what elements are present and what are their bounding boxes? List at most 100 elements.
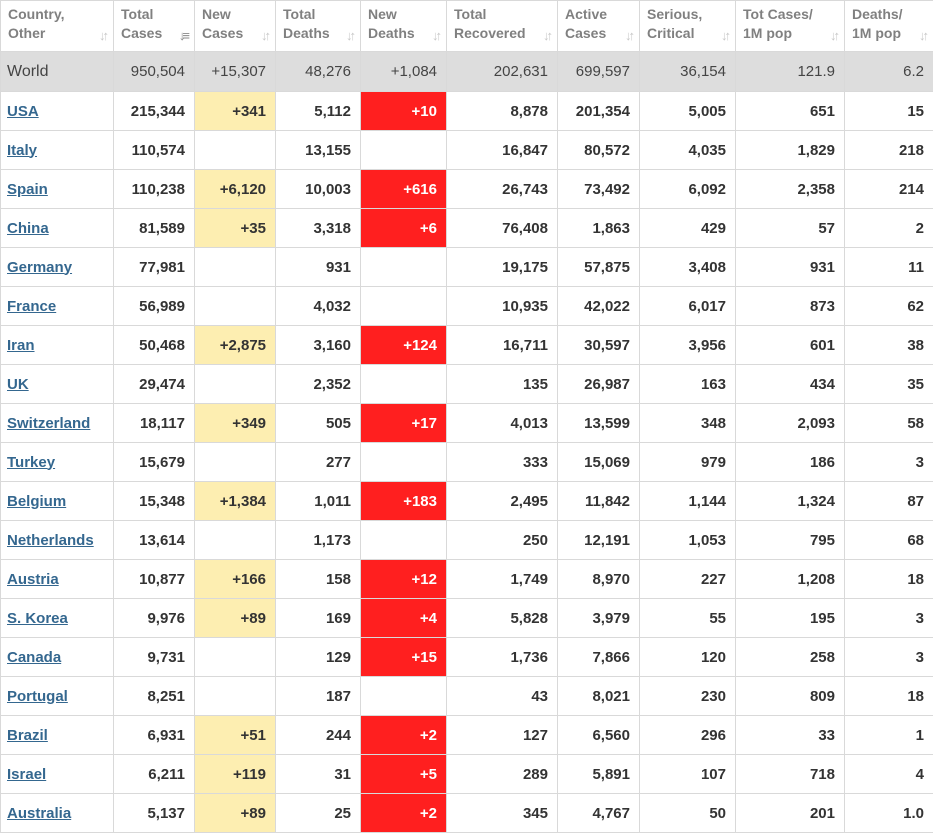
column-header-country[interactable]: Country,Other↓↑ <box>1 1 114 52</box>
cell-deaths-per-1m: 3 <box>845 599 933 638</box>
cell-new-deaths: +12 <box>361 560 447 599</box>
country-link[interactable]: Turkey <box>7 454 55 471</box>
cell-serious-critical: 3,956 <box>640 326 736 365</box>
country-link[interactable]: Netherlands <box>7 532 94 549</box>
cell-active-cases: 11,842 <box>558 482 640 521</box>
cell-new-cases: +89 <box>195 599 276 638</box>
sort-descending-icon[interactable]: ↓≡ <box>179 26 187 45</box>
cell-total-cases: 5,137 <box>114 794 195 833</box>
cell-total-deaths: 5,112 <box>276 92 361 131</box>
cell-total-cases: 13,614 <box>114 521 195 560</box>
cell-total-deaths: 13,155 <box>276 131 361 170</box>
country-link[interactable]: France <box>7 298 56 315</box>
sort-arrows-icon[interactable]: ↓↑ <box>625 26 632 45</box>
column-header-label: Cases <box>202 25 243 41</box>
cell-total-recovered: 289 <box>447 755 558 794</box>
cell-total-deaths: 2,352 <box>276 365 361 404</box>
cell-total-deaths: 4,032 <box>276 287 361 326</box>
sort-arrows-icon[interactable]: ↓↑ <box>346 26 353 45</box>
cell-new-cases <box>195 248 276 287</box>
country-link[interactable]: Iran <box>7 337 35 354</box>
country-link[interactable]: Germany <box>7 259 72 276</box>
cell-country: Netherlands <box>1 521 114 560</box>
country-link[interactable]: Israel <box>7 766 46 783</box>
country-link[interactable]: China <box>7 220 49 237</box>
cell-cases-per-1m: 795 <box>736 521 845 560</box>
country-link[interactable]: Italy <box>7 142 37 159</box>
country-link[interactable]: Portugal <box>7 688 68 705</box>
cell-total-deaths: 3,318 <box>276 209 361 248</box>
country-link[interactable]: S. Korea <box>7 610 68 627</box>
cell-new-cases <box>195 443 276 482</box>
cell-total-deaths: 169 <box>276 599 361 638</box>
cell-new-deaths: +1,084 <box>361 52 447 92</box>
cell-total-recovered: 16,711 <box>447 326 558 365</box>
cell-new-deaths: +17 <box>361 404 447 443</box>
cell-deaths-per-1m: 38 <box>845 326 933 365</box>
column-header-label: Serious, <box>647 6 702 22</box>
cell-country: Switzerland <box>1 404 114 443</box>
country-link[interactable]: Canada <box>7 649 61 666</box>
column-header-serious-critical[interactable]: Serious,Critical↓↑ <box>640 1 736 52</box>
sort-arrows-icon[interactable]: ↓↑ <box>919 26 926 45</box>
country-link[interactable]: Brazil <box>7 727 48 744</box>
column-header-label: New <box>202 6 231 22</box>
cell-total-recovered: 250 <box>447 521 558 560</box>
sort-arrows-icon[interactable]: ↓↑ <box>721 26 728 45</box>
cell-total-cases: 50,468 <box>114 326 195 365</box>
country-link[interactable]: Austria <box>7 571 59 588</box>
cell-active-cases: 8,970 <box>558 560 640 599</box>
cell-cases-per-1m: 1,324 <box>736 482 845 521</box>
sort-arrows-icon[interactable]: ↓↑ <box>432 26 439 45</box>
cell-new-deaths: +183 <box>361 482 447 521</box>
cell-new-deaths <box>361 365 447 404</box>
country-link[interactable]: Australia <box>7 805 71 822</box>
country-link[interactable]: Belgium <box>7 493 66 510</box>
column-header-label: 1M pop <box>852 25 901 41</box>
column-header-deaths-per-1m[interactable]: Deaths/1M pop↓↑ <box>845 1 933 52</box>
cell-cases-per-1m: 873 <box>736 287 845 326</box>
country-link[interactable]: Spain <box>7 181 48 198</box>
cell-total-deaths: 158 <box>276 560 361 599</box>
column-header-label: Total <box>283 6 315 22</box>
cell-total-deaths: 931 <box>276 248 361 287</box>
cell-cases-per-1m: 931 <box>736 248 845 287</box>
column-header-total-deaths[interactable]: Total Deaths ↓↑ <box>276 1 361 52</box>
cell-deaths-per-1m: 58 <box>845 404 933 443</box>
cell-deaths-per-1m: 218 <box>845 131 933 170</box>
cell-total-recovered: 345 <box>447 794 558 833</box>
sort-arrows-icon[interactable]: ↓↑ <box>261 26 268 45</box>
column-header-cases-per-1m[interactable]: Tot Cases/1M pop↓↑ <box>736 1 845 52</box>
cell-new-cases <box>195 638 276 677</box>
sort-arrows-icon[interactable]: ↓↑ <box>543 26 550 45</box>
country-link[interactable]: UK <box>7 376 29 393</box>
country-link[interactable]: Switzerland <box>7 415 90 432</box>
cell-new-deaths <box>361 677 447 716</box>
country-link[interactable]: USA <box>7 103 39 120</box>
cell-total-deaths: 129 <box>276 638 361 677</box>
cell-total-deaths: 3,160 <box>276 326 361 365</box>
sort-arrows-icon[interactable]: ↓↑ <box>99 26 106 45</box>
cell-cases-per-1m: 258 <box>736 638 845 677</box>
cell-deaths-per-1m: 18 <box>845 677 933 716</box>
column-header-label: Deaths <box>283 25 330 41</box>
cell-total-deaths: 187 <box>276 677 361 716</box>
cell-serious-critical: 3,408 <box>640 248 736 287</box>
cell-country: World <box>1 52 114 92</box>
column-header-label: Other <box>8 25 45 41</box>
column-header-new-cases[interactable]: New Cases ↓↑ <box>195 1 276 52</box>
cell-deaths-per-1m: 6.2 <box>845 52 933 92</box>
cell-active-cases: 12,191 <box>558 521 640 560</box>
cell-total-recovered: 1,736 <box>447 638 558 677</box>
sort-arrows-icon[interactable]: ↓↑ <box>830 26 837 45</box>
cell-serious-critical: 55 <box>640 599 736 638</box>
